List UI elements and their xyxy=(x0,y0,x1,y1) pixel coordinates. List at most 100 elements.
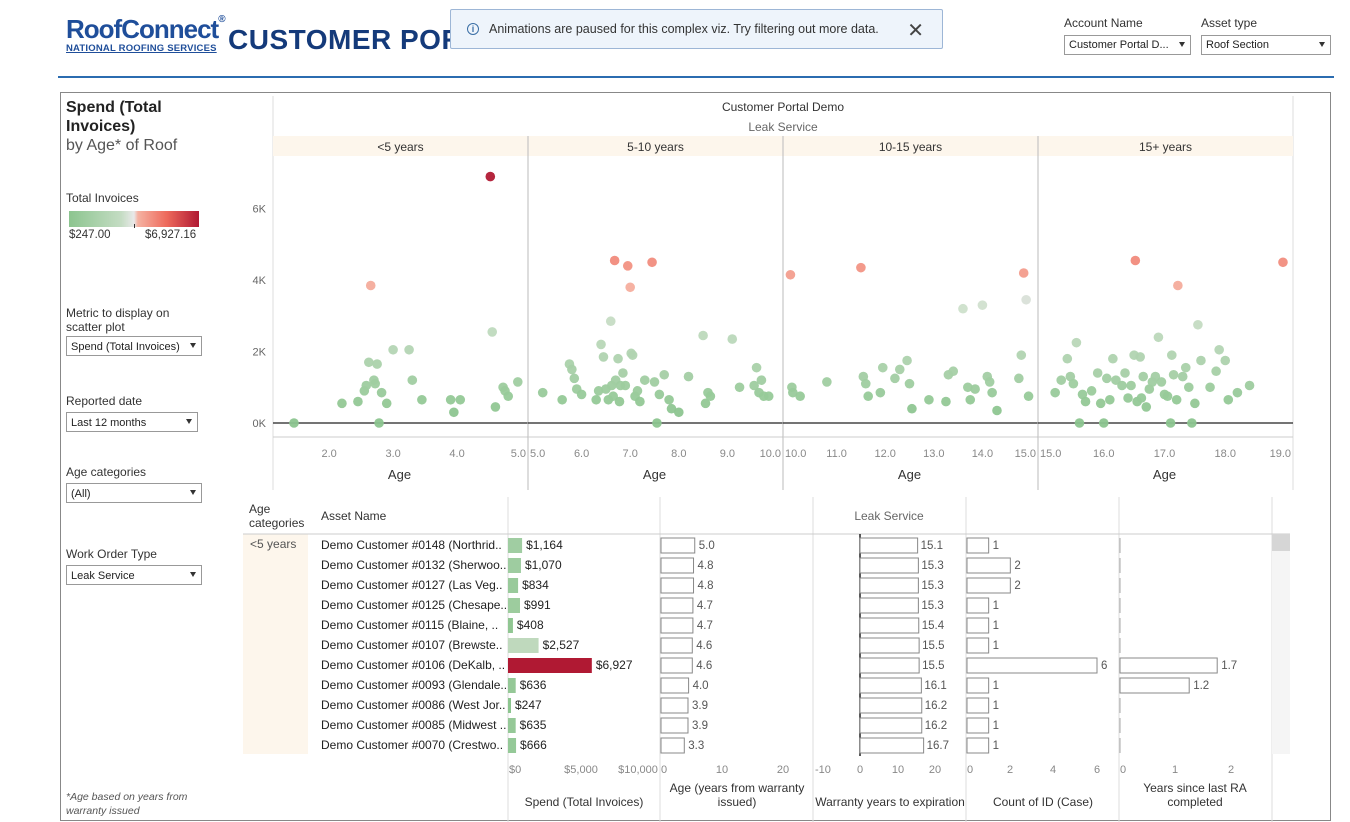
scatter-point[interactable] xyxy=(417,394,427,405)
asset-name-cell[interactable]: Demo Customer #0115 (Blaine, .. xyxy=(321,618,498,632)
scatter-point[interactable] xyxy=(639,375,650,385)
count-bar[interactable] xyxy=(966,617,990,634)
count-bar[interactable] xyxy=(966,537,990,554)
scatter-point[interactable] xyxy=(1196,355,1206,366)
scatter-point[interactable] xyxy=(490,402,501,412)
count-bar[interactable] xyxy=(966,637,990,654)
spend-bar[interactable] xyxy=(508,718,516,733)
warranty-bar[interactable] xyxy=(859,557,919,574)
scatter-point[interactable] xyxy=(987,387,997,398)
scatter-point[interactable] xyxy=(625,282,635,293)
asset-name-cell[interactable]: Demo Customer #0148 (Northrid.. xyxy=(321,538,502,552)
spend-bar[interactable] xyxy=(508,618,513,633)
spend-bar[interactable] xyxy=(508,578,519,593)
asset-name-cell[interactable]: Demo Customer #0107 (Brewste.. xyxy=(321,638,502,652)
scatter-point[interactable] xyxy=(485,171,496,182)
scatter-point[interactable] xyxy=(1211,366,1221,377)
scatter-point[interactable] xyxy=(361,380,372,391)
scatter-point[interactable] xyxy=(1135,352,1145,362)
count-bar[interactable] xyxy=(966,697,990,714)
scatter-point[interactable] xyxy=(1074,418,1085,428)
scatter-point[interactable] xyxy=(1214,344,1224,355)
scatter-point[interactable] xyxy=(1117,380,1127,391)
scatter-point[interactable] xyxy=(557,394,567,405)
asset-name-cell[interactable]: Demo Customer #0093 (Glendale.. xyxy=(321,678,507,692)
table-scrollbar-thumb[interactable] xyxy=(1272,534,1290,551)
count-bar[interactable] xyxy=(966,597,990,614)
scatter-point[interactable] xyxy=(877,362,888,373)
scatter-point[interactable] xyxy=(1120,368,1130,378)
spend-bar[interactable] xyxy=(508,658,592,673)
ra-bar[interactable] xyxy=(1119,677,1190,694)
age-bar[interactable] xyxy=(660,557,695,574)
spend-bar[interactable] xyxy=(508,638,539,653)
age-bar[interactable] xyxy=(660,617,694,634)
asset-name-cell[interactable]: Demo Customer #0132 (Sherwoo.. xyxy=(321,558,506,572)
scatter-point[interactable] xyxy=(948,366,959,377)
scatter-point[interactable] xyxy=(763,391,774,402)
metric-dropdown[interactable]: Spend (Total Invoices) xyxy=(66,336,202,356)
asset-name-cell[interactable]: Demo Customer #0125 (Chesape.. xyxy=(321,598,507,612)
scatter-point[interactable] xyxy=(576,389,587,400)
spend-bar[interactable] xyxy=(508,538,523,553)
asset-name-cell[interactable]: Demo Customer #0085 (Midwest .. xyxy=(321,718,506,732)
scatter-point[interactable] xyxy=(608,391,618,402)
scatter-point[interactable] xyxy=(751,362,762,373)
scatter-point[interactable] xyxy=(1177,371,1188,382)
age-bar[interactable] xyxy=(660,717,689,734)
scatter-point[interactable] xyxy=(654,389,665,400)
asset-type-dropdown[interactable]: Roof Section xyxy=(1201,35,1331,55)
warranty-bar[interactable] xyxy=(859,617,920,634)
age-bar[interactable] xyxy=(660,737,685,754)
count-bar[interactable] xyxy=(966,657,1098,674)
warranty-bar[interactable] xyxy=(859,697,923,714)
count-bar[interactable] xyxy=(966,677,990,694)
scatter-point[interactable] xyxy=(1278,257,1288,268)
scatter-point[interactable] xyxy=(890,373,900,384)
scatter-point[interactable] xyxy=(1021,294,1031,305)
scatter-point[interactable] xyxy=(613,353,623,364)
scatter-point[interactable] xyxy=(970,384,980,394)
scatter-point[interactable] xyxy=(875,387,886,398)
scatter-point[interactable] xyxy=(1166,350,1177,360)
scatter-point[interactable] xyxy=(598,352,609,362)
scatter-point[interactable] xyxy=(674,407,684,418)
scatter-point[interactable] xyxy=(337,398,347,409)
scatter-point[interactable] xyxy=(1193,319,1203,330)
scatter-point[interactable] xyxy=(965,394,976,405)
scatter-point[interactable] xyxy=(1162,391,1173,402)
scatter-point[interactable] xyxy=(1136,393,1147,403)
age-bar[interactable] xyxy=(660,637,693,654)
age-bar[interactable] xyxy=(660,597,694,614)
scatter-point[interactable] xyxy=(591,394,601,405)
scatter-point[interactable] xyxy=(1018,268,1029,278)
warranty-bar[interactable] xyxy=(859,537,919,554)
scatter-point[interactable] xyxy=(1108,353,1118,364)
warranty-bar[interactable] xyxy=(859,577,919,594)
scatter-point[interactable] xyxy=(664,394,674,405)
scatter-point[interactable] xyxy=(370,378,381,389)
account-name-dropdown[interactable]: Customer Portal D... xyxy=(1064,35,1191,55)
scatter-point[interactable] xyxy=(894,364,905,375)
scatter-point[interactable] xyxy=(647,257,657,268)
scatter-point[interactable] xyxy=(364,357,374,368)
scatter-point[interactable] xyxy=(593,386,604,396)
scatter-point[interactable] xyxy=(756,375,767,385)
scatter-point[interactable] xyxy=(537,387,548,398)
scatter-point[interactable] xyxy=(734,382,745,393)
scatter-point[interactable] xyxy=(1153,332,1164,343)
scatter-point[interactable] xyxy=(1244,380,1255,391)
scatter-point[interactable] xyxy=(977,300,988,310)
scatter-point[interactable] xyxy=(381,398,392,409)
scatter-point[interactable] xyxy=(822,377,832,387)
warranty-bar[interactable] xyxy=(859,657,920,674)
scatter-point[interactable] xyxy=(365,280,376,291)
scatter-point[interactable] xyxy=(614,396,625,407)
spend-bar[interactable] xyxy=(508,698,511,713)
scatter-point[interactable] xyxy=(1071,337,1082,348)
scatter-point[interactable] xyxy=(1050,387,1060,398)
spend-bar[interactable] xyxy=(508,558,521,573)
scatter-point[interactable] xyxy=(1171,394,1182,405)
count-bar[interactable] xyxy=(966,717,990,734)
scatter-point[interactable] xyxy=(958,303,968,314)
